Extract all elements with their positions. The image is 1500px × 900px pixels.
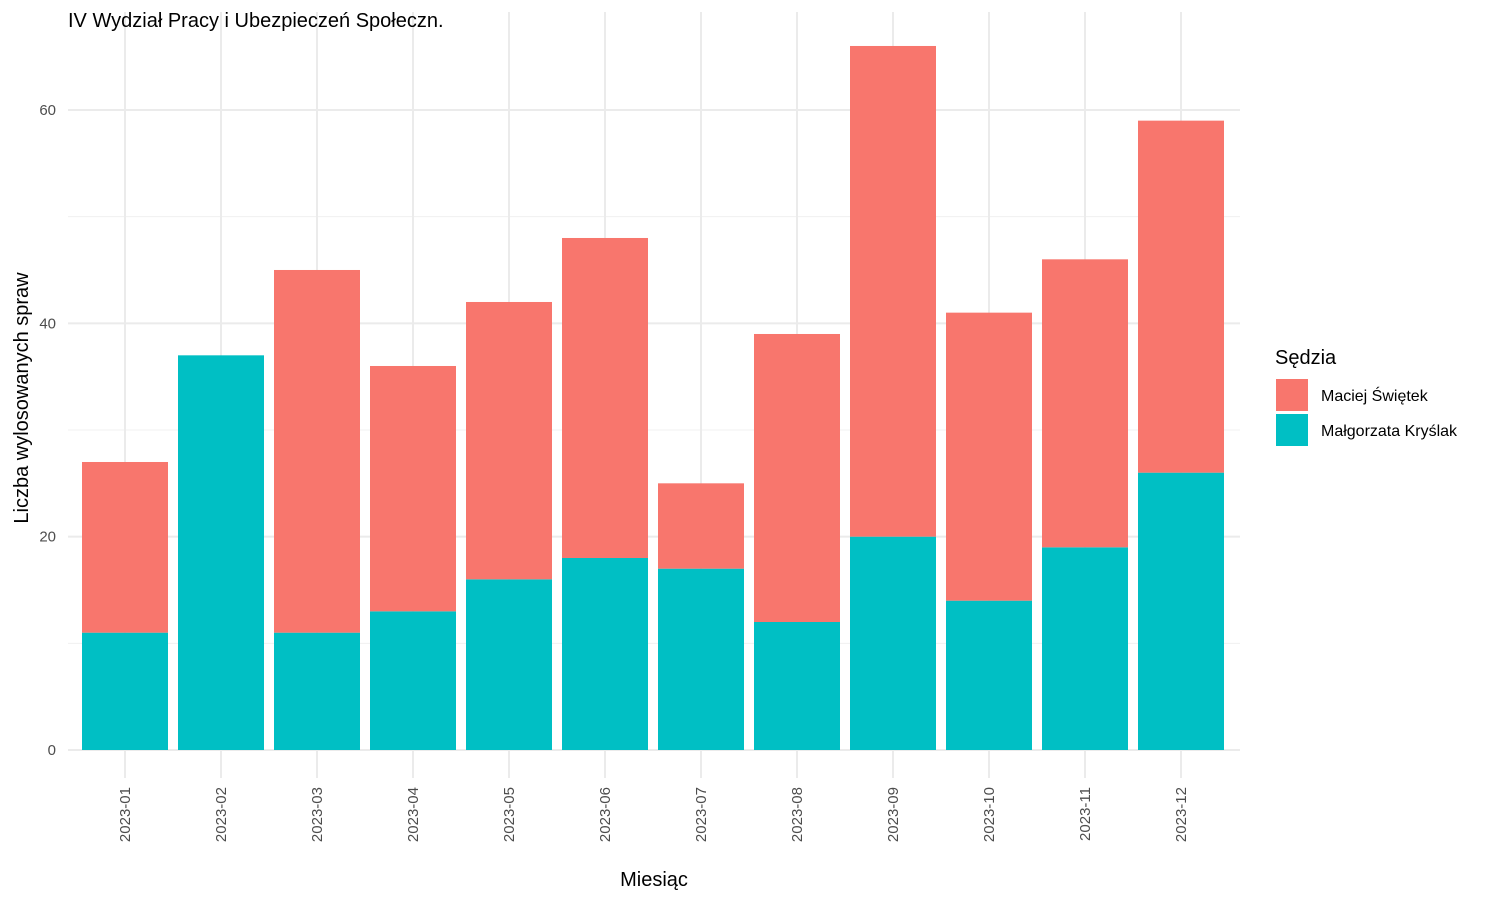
bar-segment bbox=[1138, 120, 1224, 473]
legend-swatch bbox=[1276, 379, 1308, 411]
x-tick-label: 2023-11 bbox=[1077, 787, 1094, 841]
x-tick-label: 2023-01 bbox=[117, 787, 134, 842]
chart-title: IV Wydział Pracy i Ubezpieczeń Społeczn. bbox=[68, 10, 444, 32]
bar-segment bbox=[658, 483, 744, 569]
x-tick-label: 2023-07 bbox=[693, 787, 710, 842]
bar-segment bbox=[466, 301, 552, 580]
y-axis: 0 20 40 60 bbox=[39, 102, 56, 759]
x-tick-label: 2023-09 bbox=[885, 787, 902, 842]
legend-items: Maciej Świętek Małgorzata Kryślak bbox=[1276, 379, 1458, 446]
x-tick-label: 2023-04 bbox=[405, 787, 422, 842]
x-axis: 2023-01 2023-02 2023-03 2023-04 2023-05 2023-… bbox=[117, 787, 1190, 842]
bar-segment bbox=[370, 611, 456, 750]
bar-segment bbox=[82, 461, 168, 633]
legend-label: Małgorzata Kryślak bbox=[1321, 423, 1458, 440]
bar-segment bbox=[850, 536, 936, 750]
legend: Sędzia Maciej Świętek Małgorzata Kryślak bbox=[1275, 347, 1458, 446]
bar-segment bbox=[754, 333, 840, 622]
bar-segment bbox=[850, 45, 936, 537]
x-tick-label: 2023-05 bbox=[501, 787, 518, 842]
x-tick-label: 2023-08 bbox=[789, 787, 806, 842]
y-tick-label: 0 bbox=[48, 742, 56, 759]
bar-segment bbox=[370, 365, 456, 612]
legend-swatch bbox=[1276, 414, 1308, 446]
bar-segment bbox=[562, 557, 648, 750]
bars bbox=[82, 45, 1224, 750]
x-tick-label: 2023-12 bbox=[1173, 787, 1190, 842]
bar-segment bbox=[754, 621, 840, 750]
bar-segment bbox=[946, 600, 1032, 750]
bar-segment bbox=[1138, 472, 1224, 750]
bar-segment bbox=[82, 632, 168, 750]
bar-segment bbox=[1042, 259, 1128, 548]
x-axis-title: Miesiąc bbox=[620, 869, 688, 891]
y-tick-label: 20 bbox=[39, 529, 56, 546]
y-tick-label: 60 bbox=[39, 102, 56, 119]
bar-segment bbox=[562, 237, 648, 558]
bar-segment bbox=[1042, 547, 1128, 750]
x-tick-label: 2023-10 bbox=[981, 787, 998, 842]
legend-title: Sędzia bbox=[1275, 347, 1337, 369]
bar-segment bbox=[274, 269, 360, 633]
x-tick-label: 2023-06 bbox=[597, 787, 614, 842]
x-tick-label: 2023-03 bbox=[309, 787, 326, 842]
bar-segment bbox=[274, 632, 360, 750]
bar-segment bbox=[178, 355, 264, 750]
bar-segment bbox=[946, 312, 1032, 601]
x-tick-label: 2023-02 bbox=[213, 787, 230, 842]
y-tick-label: 40 bbox=[39, 315, 56, 332]
bar-segment bbox=[466, 579, 552, 750]
legend-label: Maciej Świętek bbox=[1321, 386, 1429, 405]
y-axis-title: Liczba wylosowanych spraw bbox=[11, 272, 33, 524]
bar-segment bbox=[658, 568, 744, 750]
